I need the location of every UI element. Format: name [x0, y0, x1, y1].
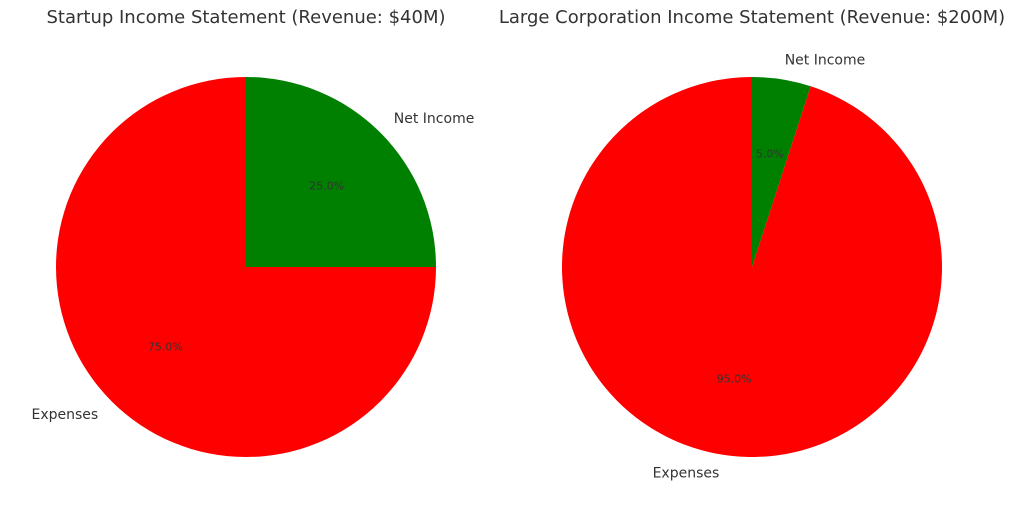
slice-label-expenses: Expenses — [31, 407, 98, 423]
pie-startup-slices: Net Income 25.0% Expenses 75.0% — [31, 77, 474, 457]
slice-label-expenses: Expenses — [653, 465, 720, 481]
pie-slice-expenses — [56, 77, 436, 457]
percent-label-net-income: 25.0% — [309, 179, 344, 192]
percent-label-expenses: 75.0% — [148, 341, 183, 354]
chart-title-large-corp: Large Corporation Income Statement (Reve… — [499, 7, 1005, 28]
pie-slice-expenses — [562, 77, 943, 458]
slice-label-net-income: Net Income — [785, 53, 866, 69]
percent-label-net-income: 5.0% — [756, 147, 784, 160]
pie-chart-large-corp: Large Corporation Income Statement (Reve… — [499, 7, 1005, 481]
percent-label-expenses: 95.0% — [717, 373, 752, 386]
slice-label-net-income: Net Income — [394, 111, 475, 127]
pie-slice-net-income — [752, 77, 811, 267]
pie-large-corp-slices: Net Income 5.0% Expenses 95.0% — [562, 53, 943, 481]
chart-title-startup: Startup Income Statement (Revenue: $40M) — [46, 7, 445, 28]
pie-chart-startup: Startup Income Statement (Revenue: $40M)… — [31, 7, 474, 457]
pie-slice-net-income — [246, 77, 436, 267]
